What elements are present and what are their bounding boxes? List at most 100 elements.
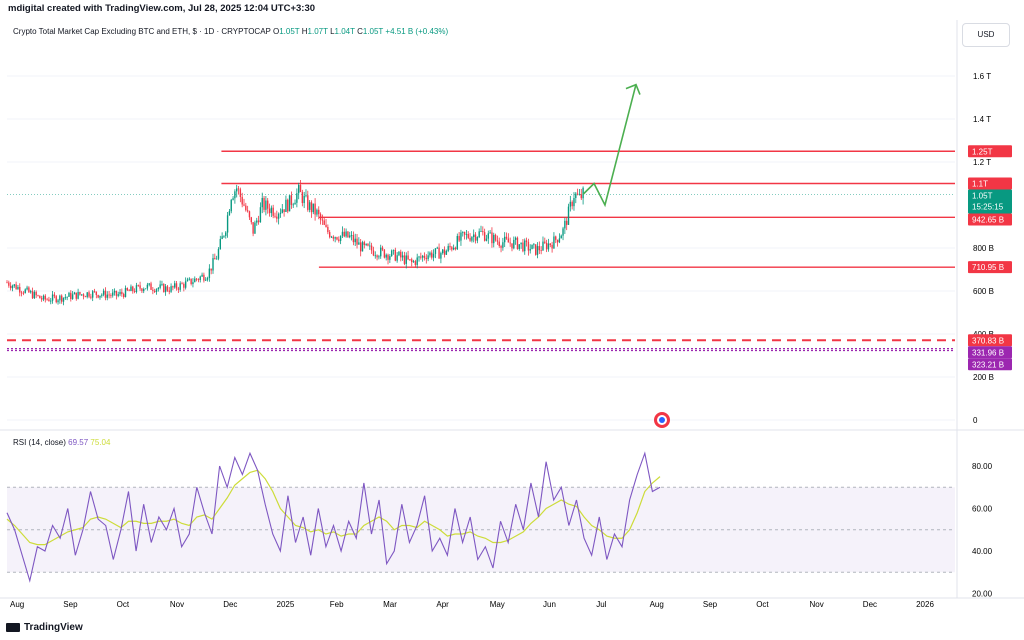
candle-body (285, 199, 287, 213)
price-tag-label: 1.05T (972, 192, 993, 201)
price-tag-bg (968, 261, 1012, 274)
candle-body (223, 235, 225, 237)
candle-body (104, 290, 107, 298)
price-tag-bg (968, 145, 1012, 158)
candle-body (155, 289, 158, 292)
candle-body (234, 191, 236, 199)
candle-body (511, 243, 513, 249)
candle-body (212, 258, 214, 271)
candle-body (82, 294, 85, 297)
candle-body (33, 291, 36, 299)
time-tick-label: Oct (117, 600, 130, 609)
candle-body (157, 287, 160, 290)
candle-body (343, 231, 345, 237)
price-tag: 1.1T (968, 177, 1012, 190)
candle-body (327, 226, 329, 233)
tradingview-brand[interactable]: TradingView (6, 622, 83, 633)
candle-body (277, 213, 280, 219)
candle-body (310, 202, 313, 213)
candle-body (473, 234, 475, 238)
projection-arrowhead (625, 83, 641, 95)
candle-body (390, 250, 393, 257)
candle-body (507, 238, 510, 243)
candle-body (527, 241, 530, 251)
candle-body (205, 279, 207, 281)
candle-body (44, 295, 46, 300)
candle-body (201, 274, 203, 277)
candle-body (398, 251, 400, 256)
event-icon (654, 412, 670, 428)
candle-body (179, 283, 181, 290)
candle-body (323, 220, 325, 225)
time-tick-label: 2026 (916, 600, 934, 609)
price-tag-label: 323.21 B (972, 360, 1004, 369)
candle-body (407, 255, 409, 260)
candle-body (359, 242, 362, 252)
candle-body (350, 235, 353, 236)
candle-body (246, 210, 249, 212)
candle-body (405, 255, 407, 264)
candle-body (59, 295, 61, 301)
price-tag: 331.96 B (968, 346, 1012, 359)
candle-body (183, 283, 185, 288)
candle-body (268, 208, 271, 214)
candle-body (569, 201, 572, 207)
candle-body (112, 292, 114, 296)
candle-body (330, 236, 333, 238)
candle-body (13, 284, 15, 286)
candle-body (190, 278, 192, 285)
candle-body (533, 244, 535, 246)
candle-body (68, 292, 70, 297)
candle-body (221, 236, 223, 240)
time-tick-label: Nov (170, 600, 184, 609)
currency-button[interactable]: USD (962, 23, 1010, 47)
candle-body (237, 188, 240, 190)
candle-body (102, 290, 105, 295)
time-tick-label: Mar (383, 600, 397, 609)
candle-body (520, 242, 522, 245)
candle-body (24, 289, 26, 293)
candle-body (8, 282, 10, 286)
price-tag: 1.25T (968, 145, 1012, 158)
candle-body (480, 231, 482, 232)
candle-body (578, 194, 581, 196)
candle-body (478, 231, 480, 238)
candle-body (401, 255, 404, 258)
candle-body (71, 294, 74, 300)
candle-body (321, 219, 324, 221)
candle-body (409, 259, 411, 261)
candle-body (228, 211, 231, 216)
candle-body (571, 201, 573, 207)
candle-body (525, 240, 528, 242)
candle-body (99, 295, 101, 298)
candle-body (40, 298, 43, 300)
candle-body (22, 292, 25, 294)
candle-body (88, 292, 90, 297)
candle-body (301, 192, 304, 204)
price-tick-label: 800 B (973, 244, 994, 253)
candle-body (341, 231, 344, 236)
candle-body (562, 228, 564, 236)
candle-body (294, 202, 296, 205)
candle-body (538, 246, 541, 251)
candle-body (425, 257, 428, 260)
price-tick-label: 1.6 T (973, 72, 991, 81)
candle-body (445, 250, 448, 255)
candle-body (152, 289, 154, 291)
candle-body (245, 205, 247, 211)
price-tag: 710.95 B (968, 261, 1012, 274)
time-tick-label: May (490, 600, 505, 609)
candle-body (148, 283, 150, 285)
candle-body (288, 195, 291, 212)
price-tag: 942.65 B (968, 213, 1012, 226)
candle-body (354, 238, 356, 243)
price-tag: 1.05T 15:25:15 (968, 189, 1012, 214)
candle-body (117, 294, 119, 296)
candle-body (394, 249, 397, 261)
candle-body (243, 204, 245, 206)
candle-body (312, 203, 314, 213)
candle-body (110, 295, 112, 296)
candle-body (307, 195, 309, 210)
candle-body (170, 286, 172, 292)
